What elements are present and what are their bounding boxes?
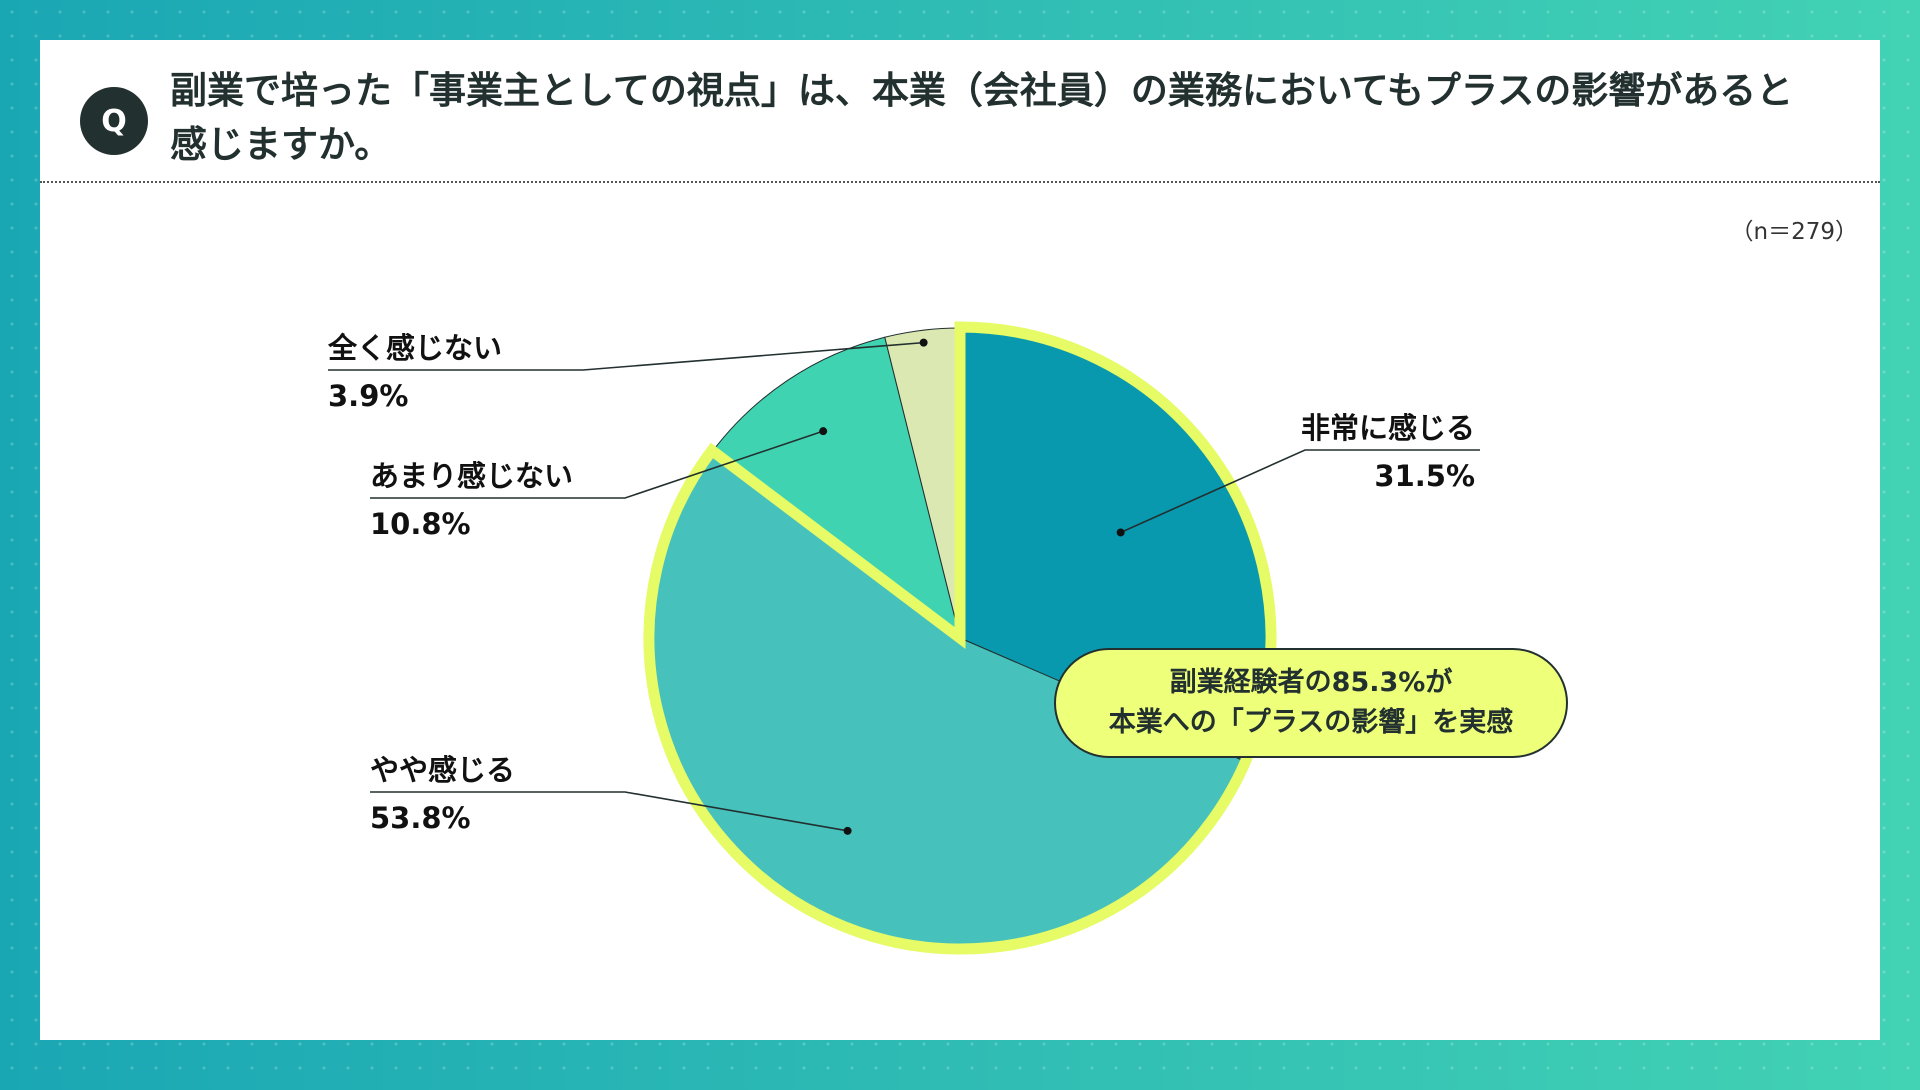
callout-line-1: 副業経験者の85.3%が [1169, 667, 1453, 698]
leader-dot-3 [819, 427, 828, 436]
slice-value-3: 10.8% [370, 507, 471, 541]
summary-callout: 副業経験者の85.3%が 本業への「プラスの影響」を実感 [1054, 648, 1568, 758]
pie-chart: 非常に感じる 31.5% やや感じる 53.8% あまり感じない 10.8% 全く感じない 3… [327, 321, 1480, 955]
highlight-outline [643, 321, 1277, 955]
chart-card: Q 副業で培った「事業主としての視点」は、本業（会社員）の業務においてもプラスの… [40, 40, 1880, 1040]
leader-line-2 [370, 791, 848, 832]
slice-value-1: 31.5% [1374, 459, 1475, 493]
slice-label-4: 全く感じない [327, 331, 502, 365]
slice-label-1: 非常に感じる [1301, 411, 1475, 445]
leader-line-3 [370, 430, 824, 499]
leader-dot-1 [1116, 528, 1125, 537]
leader-line-4 [328, 341, 924, 371]
divider [40, 181, 1880, 183]
slice-value-2: 53.8% [370, 801, 471, 835]
question-badge: Q [80, 87, 148, 155]
leader-dot-2 [843, 826, 852, 835]
slice-label-3: あまり感じない [370, 459, 573, 493]
pie-slice-3 [711, 336, 961, 640]
question-title: 副業で培った「事業主としての視点」は、本業（会社員）の業務においてもプラスの影響… [170, 69, 1794, 166]
leader-line-1 [1120, 449, 1480, 534]
slice-value-4: 3.9% [328, 379, 408, 413]
callout-line-2: 本業への「プラスの影響」を実感 [1108, 707, 1514, 738]
leader-dot-4 [919, 338, 928, 347]
sample-size-label: （n＝279） [1730, 219, 1858, 245]
slice-label-2: やや感じる [370, 753, 515, 787]
